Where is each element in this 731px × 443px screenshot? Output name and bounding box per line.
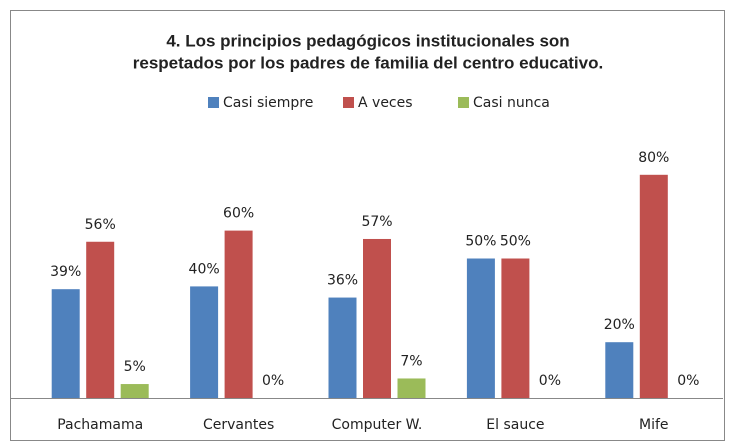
- bar: [224, 230, 253, 398]
- value-label: 50%: [465, 234, 496, 250]
- legend-swatch: [458, 97, 469, 108]
- x-tick-label: Computer W.: [332, 417, 423, 433]
- chart-title: respetados por los padres de familia del…: [133, 53, 603, 72]
- value-label: 56%: [85, 217, 116, 233]
- value-label: 7%: [400, 353, 422, 369]
- chart-title: 4. Los principios pedagógicos institucio…: [166, 31, 569, 50]
- value-label: 20%: [604, 317, 635, 333]
- bar: [397, 378, 426, 398]
- value-label: 80%: [638, 150, 669, 166]
- value-label: 36%: [327, 273, 358, 289]
- value-label: 0%: [677, 373, 699, 389]
- value-label: 50%: [500, 234, 531, 250]
- bar: [605, 342, 634, 398]
- value-label: 40%: [189, 261, 220, 277]
- bar: [466, 258, 495, 398]
- bar: [328, 297, 357, 398]
- value-label: 57%: [361, 214, 392, 230]
- x-tick-label: El sauce: [486, 417, 544, 433]
- value-label: 60%: [223, 206, 254, 222]
- bar: [51, 289, 80, 398]
- value-label: 39%: [50, 264, 81, 280]
- value-label: 5%: [124, 359, 146, 375]
- bar: [86, 241, 115, 398]
- x-tick-label: Cervantes: [203, 417, 274, 433]
- legend-label: A veces: [358, 95, 413, 111]
- value-label: 0%: [262, 373, 284, 389]
- bar: [501, 258, 530, 398]
- legend-swatch: [343, 97, 354, 108]
- x-tick-label: Pachamama: [57, 417, 143, 433]
- bar: [639, 174, 668, 398]
- bar: [190, 286, 219, 398]
- legend-label: Casi nunca: [473, 95, 550, 111]
- legend-swatch: [208, 97, 219, 108]
- x-tick-label: Mife: [639, 417, 669, 433]
- legend-label: Casi siempre: [223, 95, 313, 111]
- bar: [363, 238, 391, 398]
- value-label: 0%: [539, 373, 561, 389]
- bar: [120, 384, 149, 398]
